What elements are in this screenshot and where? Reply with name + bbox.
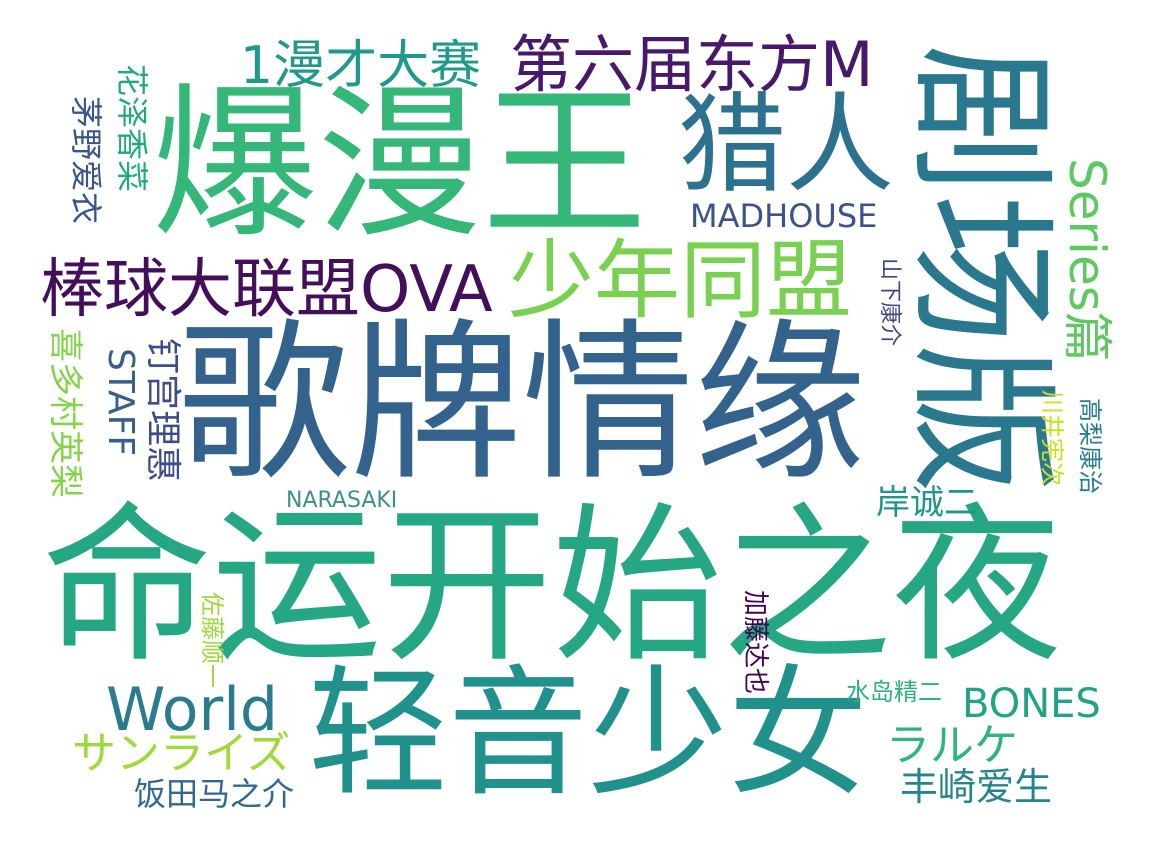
word-series: Series篇	[1058, 158, 1116, 362]
word-mancai: 1漫才大赛	[240, 36, 482, 96]
word-chuanjing: 川井宪次	[1038, 390, 1066, 486]
word-shaonian: 少年同盟	[508, 231, 852, 331]
word-sunrise: サンライズ	[72, 728, 291, 779]
word-larke: ラルケ	[886, 720, 1018, 771]
word-gepai: 歌牌情缘	[178, 303, 866, 504]
word-anchengr: 岸诚二	[876, 483, 978, 523]
word-dinggong: 钉宫理惠	[142, 338, 183, 483]
word-xiduocun: 喜多村英梨	[45, 328, 85, 498]
word-lieren: 猎人	[678, 83, 895, 208]
word-maoye: 茅野爱衣	[67, 96, 105, 225]
word-jiateng: 加藤达也	[740, 590, 770, 695]
word-mingyun: 命运开始之夜	[42, 488, 1063, 686]
word-shuidao: 水岛精二	[846, 678, 942, 706]
word-qingyin: 轻音少女	[308, 653, 869, 816]
word-bones: BONES	[962, 681, 1101, 727]
word-staff: STAFF	[100, 348, 141, 457]
word-fantian: 饭田马之介	[134, 775, 295, 813]
word-narasaki: NARASAKI	[286, 488, 398, 513]
word-madhouse: MADHOUSE	[690, 197, 878, 235]
word-shanxia: 山下康介	[877, 258, 902, 347]
word-huaze: 花泽香菜	[113, 64, 151, 193]
word-zuoteng: 佐藤顺一	[198, 592, 226, 688]
word-world: World	[106, 675, 278, 745]
word-juchangban: 剧场版	[893, 44, 1067, 495]
word-baoman: 爆漫王	[152, 68, 647, 260]
word-fengqi: 丰崎爱生	[900, 765, 1053, 809]
word-diliujie: 第六届东方M	[510, 28, 874, 101]
word-gaoli: 高梨康治	[1076, 398, 1104, 494]
word-bangqiu: 棒球大联盟OVA	[40, 253, 493, 327]
